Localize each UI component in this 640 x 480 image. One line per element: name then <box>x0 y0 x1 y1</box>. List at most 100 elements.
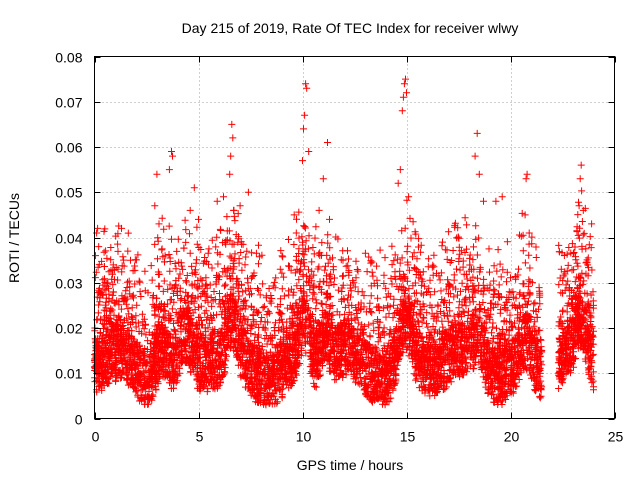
roti-point <box>436 276 444 284</box>
roti-point <box>382 313 390 321</box>
roti-point <box>100 248 108 256</box>
roti-point <box>365 253 373 261</box>
roti-point <box>574 262 582 270</box>
roti-point <box>396 259 404 267</box>
roti-point <box>338 288 346 295</box>
roti-point <box>354 267 362 275</box>
roti-point <box>345 255 352 263</box>
roti-point <box>481 378 489 386</box>
roti-point <box>275 309 283 317</box>
roti-point <box>312 296 320 304</box>
roti-point <box>446 307 454 315</box>
roti-point <box>311 382 319 390</box>
roti-point <box>368 268 376 276</box>
roti-point <box>238 266 246 274</box>
roti-point <box>373 262 381 270</box>
roti-point <box>485 313 493 321</box>
roti-point <box>226 252 234 260</box>
roti-point <box>391 251 399 259</box>
roti-point <box>260 302 268 310</box>
roti-point <box>403 196 411 204</box>
roti-point <box>473 251 481 259</box>
roti-point <box>278 252 286 260</box>
roti-point <box>555 241 563 249</box>
roti-point <box>290 241 298 248</box>
roti-point <box>423 289 430 296</box>
roti-point <box>409 218 417 226</box>
roti-point <box>135 277 143 285</box>
roti-point <box>410 249 418 257</box>
roti-point <box>120 256 128 264</box>
roti-point <box>496 338 503 346</box>
roti-point <box>417 281 425 289</box>
roti-point <box>102 247 110 255</box>
roti-point <box>369 272 377 280</box>
roti-point <box>280 273 288 281</box>
roti-point <box>450 293 458 301</box>
roti-point <box>449 247 457 254</box>
roti-point <box>329 311 337 319</box>
roti-point <box>222 281 230 289</box>
roti-point <box>411 265 419 272</box>
roti-point <box>308 258 316 266</box>
roti-point <box>137 293 145 300</box>
roti-point <box>381 254 389 262</box>
roti-point <box>367 292 375 300</box>
roti-point <box>528 233 536 241</box>
roti-point <box>365 321 373 329</box>
roti-point <box>91 274 99 282</box>
roti-point <box>205 245 213 253</box>
roti-point <box>352 274 360 282</box>
roti-point <box>565 244 573 251</box>
roti-point <box>573 259 581 267</box>
roti-point <box>344 247 351 255</box>
roti-point <box>124 229 132 237</box>
roti-point <box>495 281 503 289</box>
roti-point <box>354 319 362 327</box>
roti-point <box>216 290 223 297</box>
roti-point <box>536 393 543 401</box>
roti-point <box>398 254 406 262</box>
roti-point <box>575 198 582 206</box>
roti-point <box>439 238 446 246</box>
roti-point <box>193 223 201 231</box>
roti-point <box>241 305 249 313</box>
roti-point <box>479 299 487 306</box>
roti-point <box>564 277 572 285</box>
roti-point <box>95 301 103 309</box>
roti-scatter-series <box>91 75 597 409</box>
roti-point <box>166 267 174 275</box>
roti-point <box>115 301 123 309</box>
roti-point <box>407 234 415 242</box>
roti-point <box>487 299 494 307</box>
roti-point <box>532 254 540 261</box>
roti-point <box>271 284 279 292</box>
roti-point <box>237 249 245 256</box>
roti-point <box>425 255 433 263</box>
roti-point <box>578 187 586 195</box>
roti-point <box>521 259 529 267</box>
roti-point <box>387 274 395 282</box>
roti-point <box>107 256 115 264</box>
roti-point <box>238 304 246 312</box>
roti-point <box>186 230 193 238</box>
roti-point <box>463 275 471 283</box>
roti-point <box>494 246 502 254</box>
roti-point <box>119 253 127 261</box>
roti-point <box>447 378 455 386</box>
roti-point <box>213 311 221 319</box>
roti-point <box>158 214 166 222</box>
roti-point <box>301 223 309 231</box>
roti-point <box>255 308 263 316</box>
roti-point <box>443 255 451 263</box>
roti-point <box>376 246 384 254</box>
roti-point <box>285 236 292 243</box>
roti-point <box>536 300 544 308</box>
roti-point <box>461 214 469 222</box>
roti-point <box>170 319 177 327</box>
roti-point <box>519 231 527 239</box>
roti-point <box>496 309 504 317</box>
roti-point <box>361 249 369 257</box>
roti-point <box>138 310 146 318</box>
